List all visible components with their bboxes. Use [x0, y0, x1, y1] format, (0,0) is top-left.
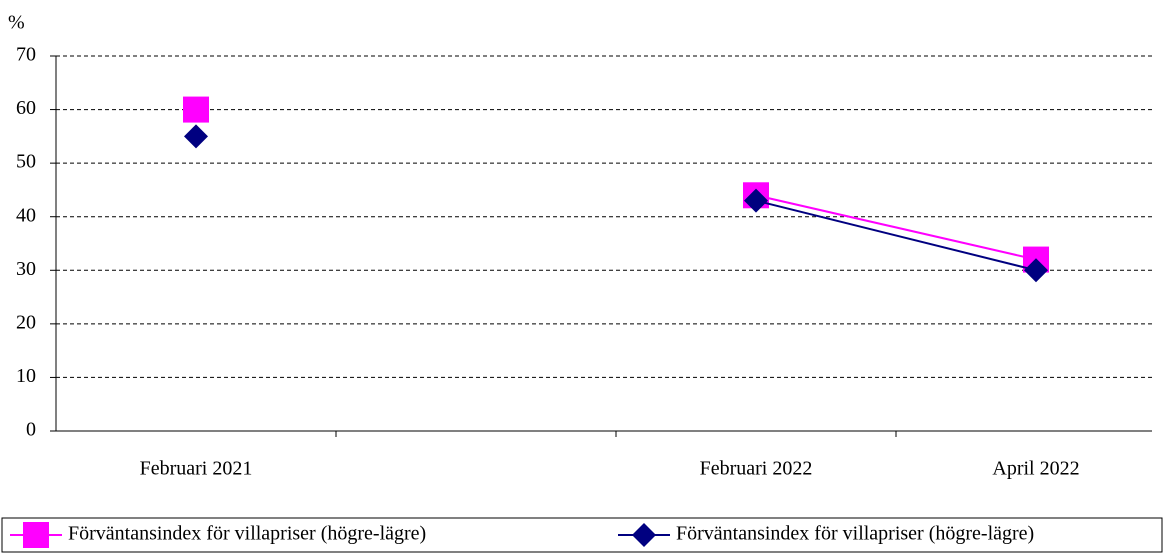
marker: [744, 188, 768, 213]
y-tick-label: 60: [16, 97, 36, 119]
y-tick-label: 10: [16, 365, 36, 387]
y-tick-label: 20: [16, 311, 36, 333]
legend-marker: [632, 523, 656, 547]
y-tick-label: 30: [16, 258, 36, 280]
legend-label: Förväntansindex för villapriser (högre-l…: [68, 523, 426, 545]
legend-box: [1, 517, 1163, 553]
y-tick-label: 40: [16, 204, 36, 226]
x-tick-label: April 2022: [992, 458, 1079, 480]
y-axis-label: %: [8, 12, 25, 34]
x-tick-label: Februari 2021: [140, 458, 253, 480]
y-tick-label: 50: [16, 151, 36, 173]
y-tick-label: 70: [16, 44, 36, 66]
legend-marker: [23, 522, 49, 548]
marker: [183, 96, 209, 123]
series-line: [755, 199, 1037, 272]
legend-label: Förväntansindex för villapriser (högre-l…: [676, 523, 1034, 545]
y-tick-label: 0: [26, 419, 36, 441]
marker: [184, 124, 208, 149]
x-tick-label: Februari 2022: [700, 458, 813, 480]
marker: [1024, 258, 1048, 283]
series-line: [755, 194, 1037, 261]
